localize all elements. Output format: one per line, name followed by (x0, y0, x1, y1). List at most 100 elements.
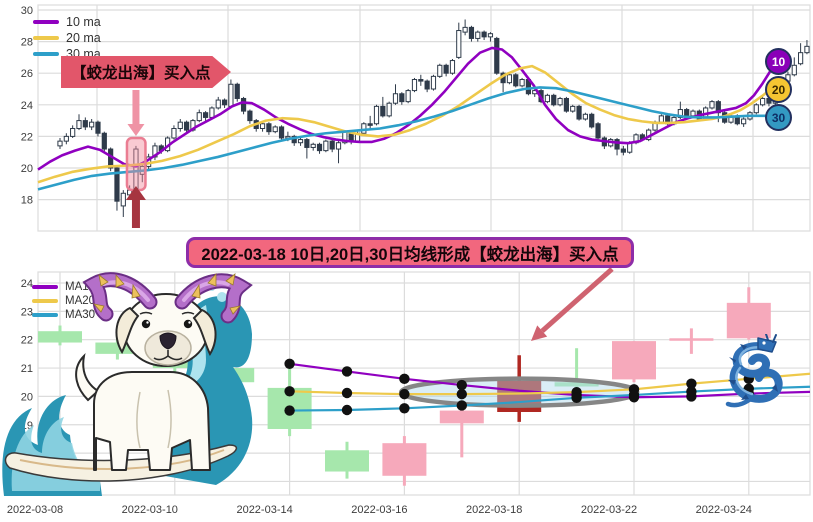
top-chart: 18 20 22 24 26 28 30 (21, 4, 811, 232)
ma-point-dot (686, 378, 697, 389)
candle-body (184, 121, 190, 131)
candle-body (475, 31, 481, 39)
candle-body (804, 45, 810, 54)
candle-body (462, 26, 468, 33)
candle-body (620, 148, 626, 153)
ma-point-dot (571, 392, 582, 404)
candle-body (209, 107, 215, 118)
candle-body (95, 121, 101, 134)
buy-point-banner: 【蛟龙出海】买入点 (61, 56, 231, 88)
candle-body (316, 143, 323, 152)
ma10-badge: 10 (765, 48, 792, 75)
candle-body (221, 99, 228, 106)
candle-body (367, 123, 373, 126)
ma-point-dot (456, 388, 467, 400)
legend-item-ma10[interactable]: MA10 (32, 280, 95, 294)
axis-tick-label: 26 (21, 68, 33, 80)
candle-body (405, 90, 411, 103)
plot-border (37, 271, 811, 496)
axis-tick-label: 2022-03-10 (122, 504, 178, 516)
candle-body (760, 97, 766, 106)
candle-body (612, 341, 656, 380)
arrow-head (127, 124, 145, 136)
candle-body (278, 126, 285, 139)
candle-body (684, 109, 690, 117)
ma-line-30 (37, 86, 770, 191)
axis-tick-label: 2022-03-22 (581, 504, 637, 516)
axis-tick-label: 2022-03-14 (236, 504, 292, 516)
ma-point-dot (399, 403, 410, 414)
legend-label: MA10 (65, 281, 96, 293)
candle-body (325, 450, 369, 472)
candle-body (570, 105, 576, 112)
candle-body (38, 331, 82, 343)
ma30-line-swatch (33, 52, 59, 56)
candle-body (595, 123, 601, 139)
candle-body (177, 121, 183, 129)
ma-point-dot (284, 405, 295, 416)
legend-item-ma20[interactable]: 20 ma (33, 30, 101, 46)
ma10-line-swatch (32, 285, 58, 289)
candle-body (544, 94, 551, 103)
candle-body (669, 338, 714, 341)
ma30-badge: 30 (765, 104, 792, 131)
ma-line-ma30 (289, 385, 811, 412)
axis-tick-label: 28 (21, 37, 33, 49)
axis-tick-label: 24 (21, 278, 33, 290)
candle-body (551, 94, 557, 106)
candle-body (411, 79, 418, 92)
candle-body (329, 140, 335, 150)
candle-body (392, 93, 399, 104)
candle-body (424, 80, 430, 90)
ma-point-dot (341, 387, 353, 399)
arrow-head (125, 186, 146, 200)
candle-body (101, 132, 107, 150)
plot-border (37, 4, 811, 232)
top-chart-legend: 10 ma 20 ma 30 ma (33, 14, 101, 62)
candle-body (677, 109, 683, 118)
candle-body (57, 140, 63, 147)
legend-item-ma20[interactable]: MA20 (32, 294, 95, 308)
ma-point-dot (284, 358, 295, 369)
candle-body (202, 112, 209, 118)
axis-tick-label: 2022-03-16 (351, 504, 407, 516)
candle-body (335, 142, 342, 150)
arrow-shaft (540, 267, 614, 333)
legend-item-ma30[interactable]: MA30 (32, 308, 95, 322)
down-arrow-annotation (127, 90, 145, 136)
candle-body (690, 110, 696, 117)
candle-body (259, 123, 266, 130)
candle-body (487, 33, 494, 38)
legend-item-ma10[interactable]: 10 ma (33, 14, 101, 30)
axis-tick-label: 22 (21, 131, 33, 143)
candle-body (791, 64, 797, 76)
candle-body (171, 128, 177, 139)
legend-label: 10 ma (66, 15, 101, 29)
legend-label: MA20 (65, 295, 96, 307)
axis-tick-label: 2022-03-08 (7, 504, 63, 516)
ma-point-dot (686, 386, 697, 397)
candle-body (272, 126, 278, 133)
ma10-line-swatch (33, 20, 59, 24)
ma-point-dot (456, 379, 467, 391)
candle-body (468, 26, 475, 39)
candle-body (70, 128, 76, 137)
candle-body (798, 52, 804, 65)
candle-body (234, 83, 240, 99)
ma-point-dot (284, 386, 295, 397)
ma-point-dot (341, 404, 353, 416)
buy-candle-highlight-box (125, 136, 147, 192)
candle-body (95, 342, 140, 354)
candle-body (386, 102, 392, 117)
candle-body (554, 382, 599, 387)
candle-body (152, 353, 197, 369)
candle-body (506, 74, 513, 84)
candle-body (63, 135, 69, 142)
candle-body (120, 192, 126, 207)
axis-tick-label: 17 (21, 476, 33, 488)
candle-body (456, 30, 462, 58)
candle-body (513, 74, 519, 87)
axis-tick-label: 24 (21, 100, 33, 112)
ma-line-ma20 (289, 372, 811, 396)
